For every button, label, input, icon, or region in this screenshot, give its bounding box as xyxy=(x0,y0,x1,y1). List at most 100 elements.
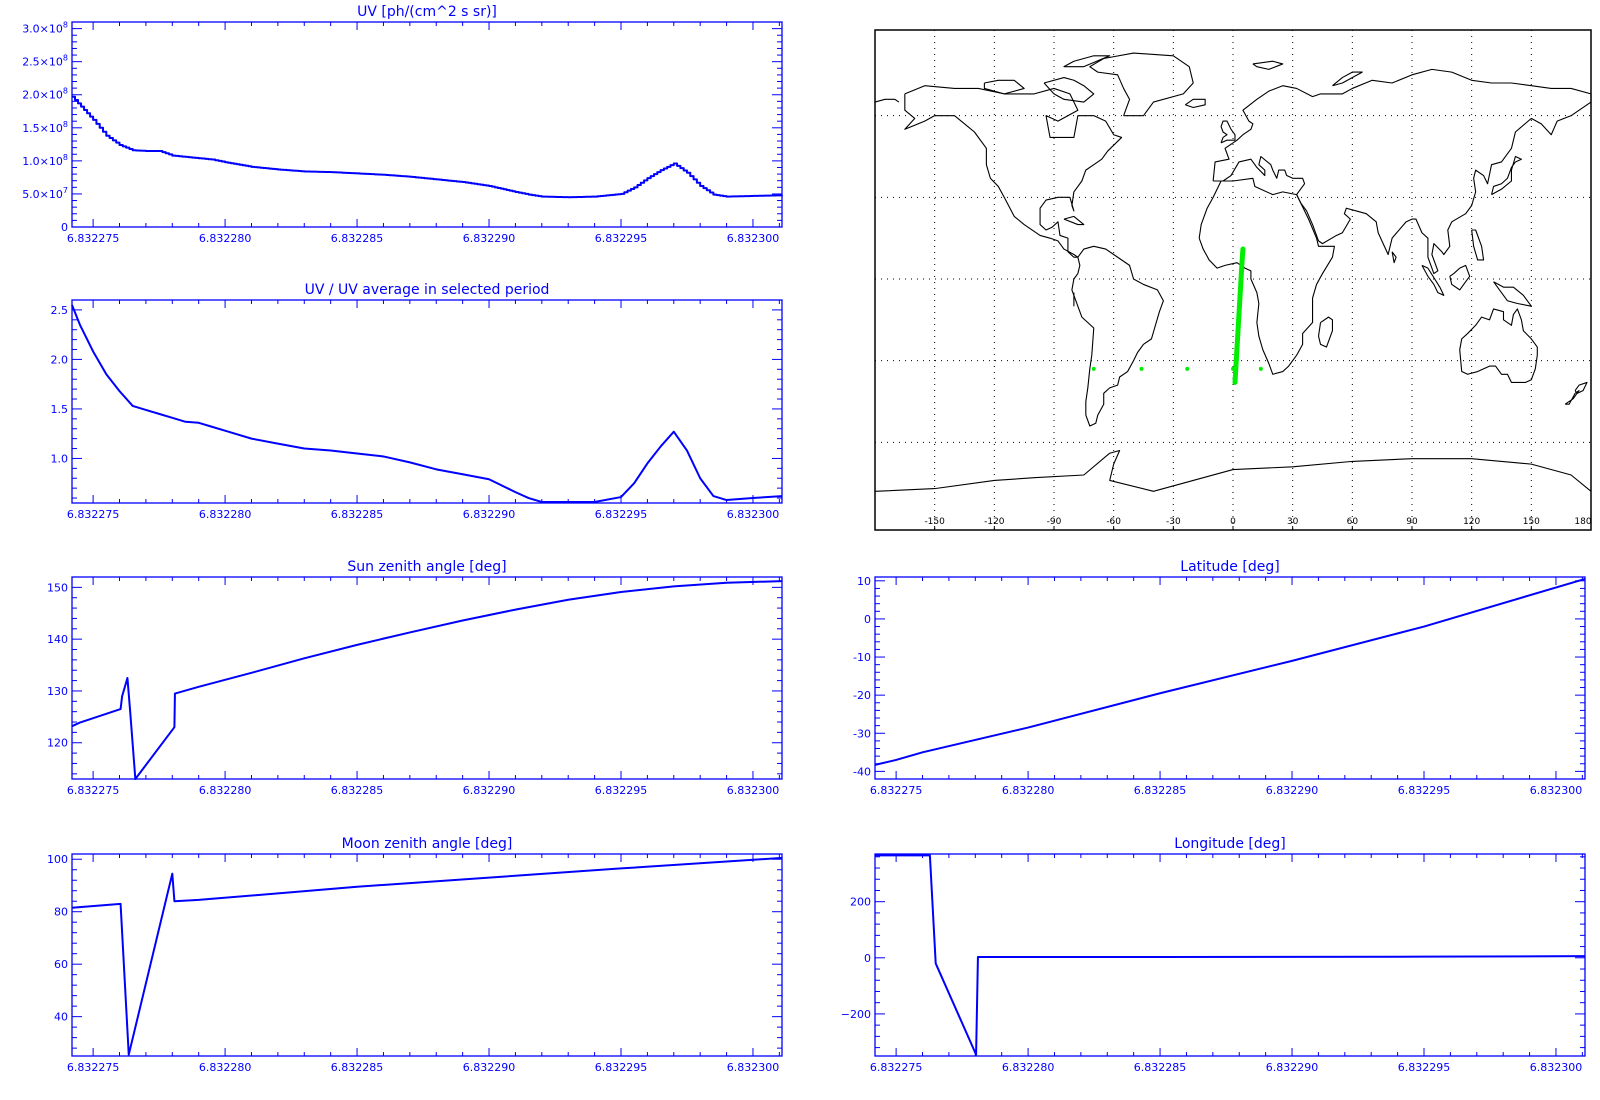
coastline xyxy=(1089,52,1194,117)
y-tick-mantissa: 1.5 xyxy=(51,403,69,416)
x-tick-label: 6.832295 xyxy=(1398,784,1451,797)
coastline xyxy=(1063,215,1085,226)
latitude-panel: Latitude [deg] 6.832275 6.832280 6.832285 6.… xyxy=(853,559,1586,797)
longitude-tick-label: 180 xyxy=(1574,517,1591,527)
y-tick-label: 0 xyxy=(864,613,871,626)
y-tick-exponent: 8 xyxy=(63,21,68,30)
y-tick-label: 1.5×108 xyxy=(22,120,68,135)
track-point xyxy=(1091,366,1096,371)
y-tick-label: 120 xyxy=(47,737,68,750)
chart-title: Sun zenith angle [deg] xyxy=(347,559,506,575)
y-tick-label: 80 xyxy=(54,906,68,919)
track-point xyxy=(1185,366,1190,371)
longitude-tick-label: 150 xyxy=(1523,517,1540,527)
x-tick-label: 6.832290 xyxy=(463,232,516,245)
plot-frame xyxy=(71,21,783,228)
y-tick-mantissa: 1.0 xyxy=(51,452,69,465)
series-line xyxy=(72,95,783,199)
x-tick-label: 6.832300 xyxy=(1530,1061,1583,1074)
x-tick-label: 6.832295 xyxy=(595,508,648,521)
moon-zenith-panel: Moon zenith angle [deg] 6.832275 6.832280 6… xyxy=(47,836,783,1074)
chart-title: UV [ph/(cm^2 s sr)] xyxy=(357,4,497,20)
coastline xyxy=(1449,264,1471,291)
x-tick-label: 6.832280 xyxy=(199,1061,252,1074)
x-tick-label: 6.832285 xyxy=(331,508,384,521)
y-tick-mantissa: 2.5×10 xyxy=(22,56,63,69)
y-tick-mantissa: 0 xyxy=(864,613,871,626)
y-tick-label: 2.5 xyxy=(51,304,69,317)
satellite-track xyxy=(1232,246,1246,385)
x-tick-label: 6.832300 xyxy=(1530,784,1583,797)
y-tick-label: 1.5 xyxy=(51,403,69,416)
y-tick-mantissa: 80 xyxy=(54,906,68,919)
world-map-panel: -150 -120 -90 -60 -30 0 30 60 90 120 150 180 xyxy=(874,29,1592,531)
coastline xyxy=(1220,120,1236,144)
uv-ratio-panel: UV / UV average in selected period 6.8322… xyxy=(51,282,783,521)
y-tick-label: 2.5×108 xyxy=(22,54,68,69)
coastline xyxy=(1043,77,1095,103)
x-tick-label: 6.832290 xyxy=(1266,784,1319,797)
x-tick-label: 6.832290 xyxy=(463,784,516,797)
track-point xyxy=(1231,366,1235,371)
y-tick-mantissa: 2.0×10 xyxy=(22,89,63,102)
y-tick-mantissa: 5.0×10 xyxy=(22,188,63,201)
y-tick-mantissa: 1.5×10 xyxy=(22,122,63,135)
longitude-panel: Longitude [deg] 6.832275 6.832280 6.832285 6… xyxy=(841,836,1586,1074)
x-tick-label: 6.832295 xyxy=(1398,1061,1451,1074)
x-tick-label: 6.832275 xyxy=(870,784,923,797)
y-tick-mantissa: 120 xyxy=(47,737,68,750)
y-tick-label: 130 xyxy=(47,685,68,698)
plot-frame xyxy=(874,853,1586,1057)
x-tick-label: 6.832300 xyxy=(727,784,780,797)
x-tick-label: 6.832280 xyxy=(199,784,252,797)
chart-title: UV / UV average in selected period xyxy=(305,282,550,298)
series-line xyxy=(875,854,1586,1056)
coastline xyxy=(1317,316,1333,348)
y-tick-label: 10 xyxy=(857,575,871,588)
x-tick-label: 6.832285 xyxy=(331,784,384,797)
coastline xyxy=(983,79,1025,95)
y-tick-label: −200 xyxy=(841,1008,871,1021)
x-tick-label: 6.832275 xyxy=(67,508,120,521)
y-tick-mantissa: 40 xyxy=(54,1011,68,1024)
map-frame xyxy=(874,29,1592,531)
y-tick-mantissa: -10 xyxy=(853,651,871,664)
chart-title: Moon zenith angle [deg] xyxy=(342,836,513,852)
y-tick-mantissa: -40 xyxy=(853,765,871,778)
y-tick-label: 2.0×108 xyxy=(22,87,68,102)
coastline xyxy=(904,85,1123,258)
coastline xyxy=(1471,229,1485,261)
y-tick-label: 3.0×108 xyxy=(22,21,68,36)
x-tick-label: 6.832285 xyxy=(331,232,384,245)
y-tick-label: 0 xyxy=(61,221,68,234)
y-tick-mantissa: 0 xyxy=(61,221,68,234)
y-tick-mantissa: 140 xyxy=(47,633,68,646)
y-tick-mantissa: 2.5 xyxy=(51,304,69,317)
x-tick-label: 6.832295 xyxy=(595,1061,648,1074)
longitude-tick-label: -150 xyxy=(924,517,945,527)
coastline xyxy=(1252,60,1284,70)
coastline xyxy=(1493,281,1532,307)
x-tick-label: 6.832285 xyxy=(331,1061,384,1074)
y-tick-label: 200 xyxy=(850,896,871,909)
series-line xyxy=(874,577,1586,766)
longitude-tick-label: 120 xyxy=(1463,517,1480,527)
longitude-tick-label: 0 xyxy=(1230,517,1236,527)
x-tick-label: 6.832280 xyxy=(199,508,252,521)
x-tick-label: 6.832295 xyxy=(595,232,648,245)
longitude-tick-label: -60 xyxy=(1106,517,1121,527)
coastline xyxy=(1491,155,1522,196)
y-tick-exponent: 8 xyxy=(63,120,68,129)
chart-title: Latitude [deg] xyxy=(1180,559,1279,575)
x-tick-label: 6.832290 xyxy=(1266,1061,1319,1074)
plot-frame xyxy=(71,576,783,780)
plot-frame xyxy=(874,576,1586,780)
y-tick-mantissa: 10 xyxy=(857,575,871,588)
uv-panel: UV [ph/(cm^2 s sr)] 6.832275 6.832280 6.832… xyxy=(22,4,783,245)
y-tick-label: 100 xyxy=(47,853,68,866)
y-tick-label: -20 xyxy=(853,689,871,702)
series-line xyxy=(71,580,783,780)
coastline xyxy=(1564,390,1580,405)
y-tick-exponent: 8 xyxy=(63,54,68,63)
y-tick-exponent: 8 xyxy=(63,153,68,162)
